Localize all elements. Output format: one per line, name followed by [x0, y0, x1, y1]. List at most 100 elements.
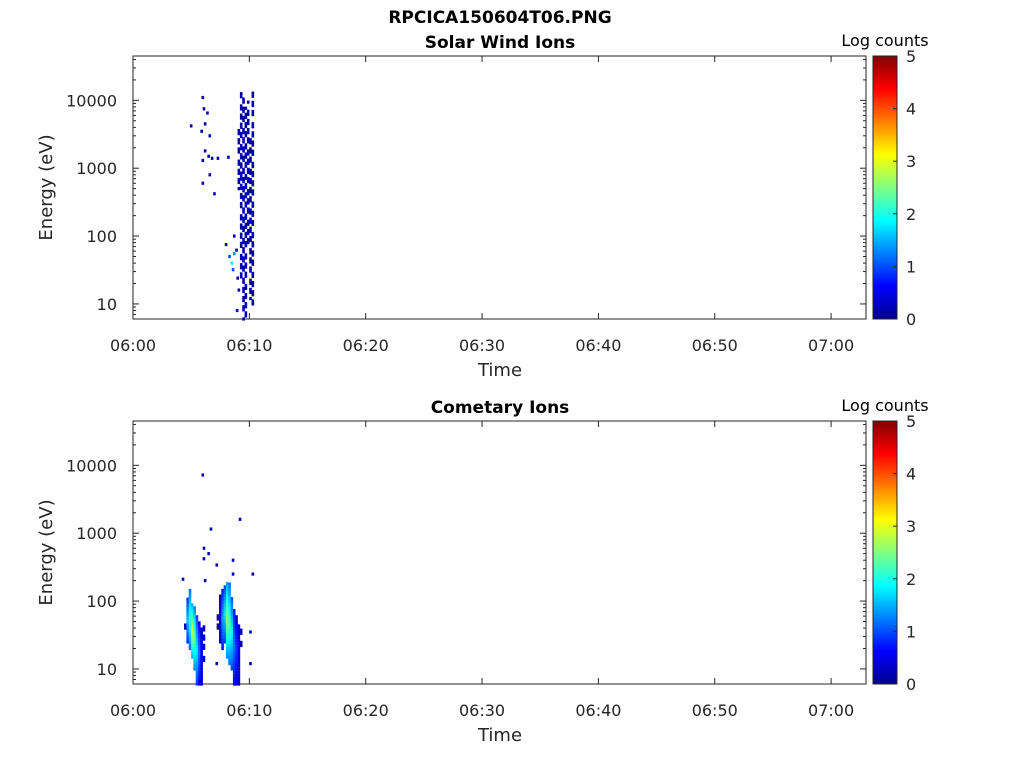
spectrogram-cell: [228, 637, 231, 641]
spectrogram-cell: [221, 619, 224, 623]
spectrogram-cell: [239, 147, 243, 151]
spectrogram-cell: [237, 654, 241, 659]
spectrogram-cell: [223, 612, 227, 617]
spectrogram-cell: [237, 633, 241, 637]
spectrogram-cell: [228, 585, 231, 589]
spectrogram-cell: [223, 609, 227, 613]
spectrogram-point: [203, 122, 207, 126]
spectrogram-cell: [251, 125, 255, 129]
spectrogram-cell: [249, 269, 252, 273]
spectrogram-cell: [242, 216, 245, 220]
spectrogram-cell: [195, 670, 199, 674]
spectrogram-cell: [239, 272, 243, 276]
spectrogram-cell: [249, 226, 252, 230]
spectrogram-cell: [242, 256, 245, 260]
spectrogram-cell: [237, 138, 241, 142]
spectrogram-cell: [186, 637, 189, 641]
spectrogram-cell: [242, 131, 245, 135]
spectrogram-point: [203, 149, 207, 153]
spectrogram-cell: [242, 195, 245, 199]
spectrogram-cell: [242, 210, 245, 214]
spectrogram-cell: [235, 615, 238, 619]
spectrogram-cell: [235, 636, 238, 640]
colorbar-title: Log counts: [841, 396, 928, 415]
spectrogram-cell: [239, 171, 243, 175]
spectrogram-cell: [249, 141, 252, 145]
y-tick-label: 1000: [76, 524, 117, 543]
spectrogram-cell: [188, 628, 192, 632]
spectrogram-cell: [244, 186, 248, 190]
spectrogram-cell: [195, 664, 199, 668]
spectrogram-cell: [239, 165, 243, 169]
spectrogram-cell: [251, 134, 255, 138]
spectrogram-cell: [221, 598, 224, 602]
spectrogram-cell: [186, 640, 189, 644]
spectrogram-cell: [251, 244, 255, 248]
spectrogram-cell: [221, 613, 224, 617]
spectrogram-cell: [230, 600, 234, 604]
spectrogram-cell: [235, 657, 238, 662]
spectrogram-cell: [235, 676, 238, 680]
spectrogram-cell: [251, 253, 255, 257]
spectrogram-cell: [216, 617, 220, 621]
spectrogram-cell: [237, 177, 241, 182]
spectrogram-cell: [246, 241, 250, 245]
colorbar-tick-label: 3: [906, 517, 916, 536]
spectrogram-cell: [249, 159, 252, 163]
spectrogram-cell: [200, 651, 203, 656]
spectrogram-cell: [218, 625, 222, 629]
spectrogram-cell: [235, 664, 238, 668]
spectrogram-point: [208, 173, 212, 177]
spectrogram-cell: [237, 682, 241, 686]
spectrogram-cell: [221, 601, 224, 605]
spectrogram-cell: [216, 614, 220, 618]
spectrogram-cell: [251, 302, 255, 306]
spectrogram-cell: [246, 237, 250, 242]
spectrogram-cell: [191, 655, 194, 659]
spectrogram-cell: [221, 591, 224, 596]
spectrogram-cell: [235, 682, 238, 686]
spectrogram-cell: [251, 201, 255, 205]
spectrogram-cell: [225, 652, 229, 656]
spectrogram-cell: [249, 238, 252, 243]
spectrogram-cell: [237, 657, 241, 662]
spectrogram-cell: [235, 618, 238, 622]
spectrogram-cell: [246, 128, 250, 132]
spectrogram-cell: [244, 183, 248, 187]
spectrogram-cell: [246, 137, 250, 141]
spectrogram-cell: [223, 597, 227, 601]
spectrogram-cell: [251, 161, 255, 166]
spectrogram-point: [251, 572, 255, 576]
spectrogram-cell: [221, 616, 224, 620]
spectrogram-cell: [195, 657, 199, 662]
spectrogram-cell: [251, 262, 255, 266]
spectrogram-cell: [221, 594, 224, 599]
spectrogram-cell: [188, 622, 192, 626]
spectrogram-cell: [249, 190, 252, 194]
spectrogram-cell: [244, 225, 248, 229]
spectrogram-cell: [251, 235, 255, 239]
spectrogram-cell: [249, 177, 252, 182]
spectrogram-cell: [193, 624, 196, 628]
spectrogram-cell: [230, 612, 234, 616]
spectrogram-cell: [193, 652, 196, 656]
spectrogram-cell: [246, 161, 250, 165]
spectrogram-cell: [244, 262, 248, 266]
spectrogram-cell: [235, 633, 238, 637]
spectrogram-cell: [225, 624, 229, 629]
spectrogram-cell: [237, 141, 241, 145]
spectrogram-cell: [193, 609, 196, 613]
spectrogram-cell: [193, 639, 196, 644]
spectrogram-cell: [242, 149, 245, 153]
spectrogram-cell: [188, 616, 192, 620]
spectrogram-cell: [225, 594, 229, 598]
spectrogram-point: [210, 156, 214, 160]
spectrogram-cell: [239, 122, 243, 126]
spectrogram-cell: [225, 603, 229, 607]
spectrogram-cell: [228, 652, 231, 657]
spectrogram-cell: [239, 217, 243, 221]
spectrogram-cell: [237, 168, 241, 172]
spectrogram-cell: [223, 615, 227, 620]
spectrogram-point: [232, 234, 236, 238]
